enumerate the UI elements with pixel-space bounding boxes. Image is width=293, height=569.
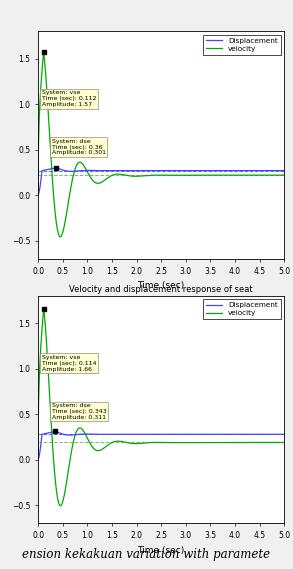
velocity	[79, 159, 83, 166]
velocity	[42, 306, 45, 312]
Displacement	[53, 428, 57, 435]
velocity	[251, 172, 255, 179]
Displacement	[79, 167, 83, 174]
velocity	[64, 480, 68, 487]
X-axis label: Time (sec): Time (sec)	[137, 281, 185, 290]
Text: System: vse
Time (sec): 0.114
Amplitude: 1.66: System: vse Time (sec): 0.114 Amplitude:…	[42, 355, 96, 372]
Legend: Displacement, velocity: Displacement, velocity	[203, 35, 281, 55]
Displacement	[131, 431, 134, 438]
Text: ension kekakuan variation with paramete: ension kekakuan variation with paramete	[23, 549, 270, 561]
velocity	[131, 173, 134, 180]
velocity	[142, 440, 145, 447]
velocity	[131, 440, 134, 447]
velocity	[282, 172, 286, 179]
Text: System: dse
Time (sec): 0.343
Amplitude: 0.311: System: dse Time (sec): 0.343 Amplitude:…	[52, 403, 107, 420]
velocity	[278, 439, 281, 446]
velocity	[64, 212, 68, 218]
Displacement	[36, 192, 40, 199]
Displacement	[64, 431, 68, 438]
velocity	[42, 49, 45, 56]
Displacement	[142, 431, 145, 438]
Text: System: vse
Time (sec): 0.112
Amplitude: 1.57: System: vse Time (sec): 0.112 Amplitude:…	[42, 90, 96, 107]
Displacement	[36, 456, 40, 463]
Displacement	[131, 167, 134, 174]
velocity	[251, 439, 255, 446]
Title: Velocity and displacement response of seat: Velocity and displacement response of se…	[69, 284, 253, 294]
X-axis label: Time (sec): Time (sec)	[137, 546, 185, 555]
velocity	[79, 425, 83, 432]
Line: velocity: velocity	[38, 52, 284, 237]
Displacement	[251, 167, 255, 174]
velocity	[59, 502, 62, 509]
Displacement	[54, 164, 58, 171]
Displacement	[64, 167, 68, 174]
Line: Displacement: Displacement	[38, 431, 284, 460]
Displacement	[79, 431, 83, 438]
velocity	[278, 172, 281, 179]
velocity	[36, 192, 40, 199]
Displacement	[251, 431, 255, 438]
velocity	[142, 172, 145, 179]
velocity	[59, 233, 62, 240]
Legend: Displacement, velocity: Displacement, velocity	[203, 299, 281, 319]
Displacement	[142, 167, 145, 174]
Line: Displacement: Displacement	[38, 168, 284, 195]
velocity	[282, 439, 286, 446]
Displacement	[278, 167, 281, 174]
Text: System: dse
Time (sec): 0.36
Amplitude: 0.301: System: dse Time (sec): 0.36 Amplitude: …	[52, 139, 106, 155]
Line: velocity: velocity	[38, 309, 284, 506]
Displacement	[278, 431, 281, 438]
velocity	[36, 456, 40, 463]
Displacement	[282, 167, 286, 174]
Displacement	[282, 431, 286, 438]
